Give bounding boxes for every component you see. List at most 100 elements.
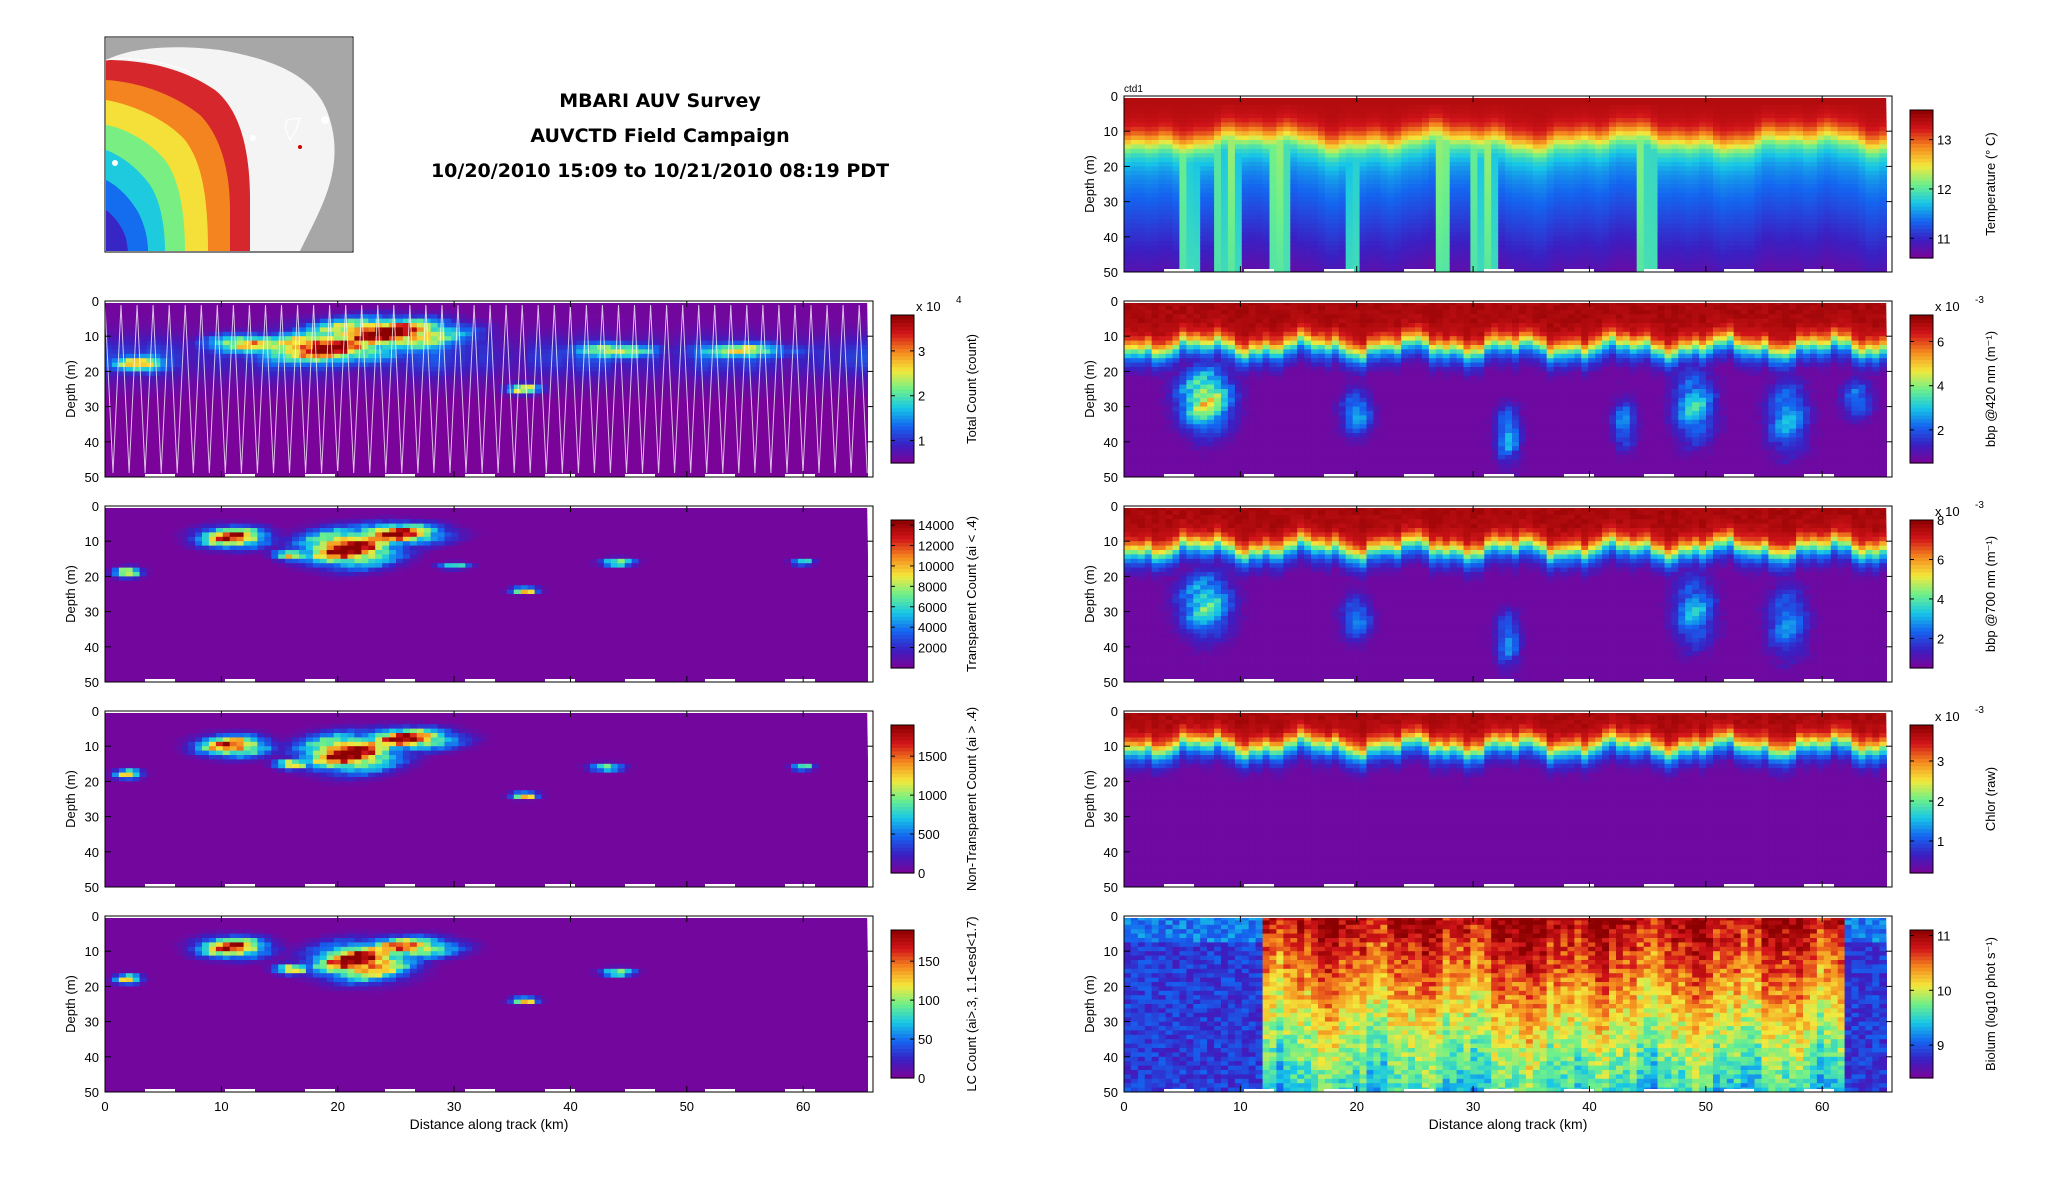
y-tick-label: 10: [85, 534, 99, 549]
colorbar-tick-label: 4000: [918, 620, 947, 635]
y-tick-label: 30: [1104, 810, 1118, 825]
y-tick-label: 40: [1104, 1050, 1118, 1065]
colorbar-exponent: -3: [1975, 705, 1984, 716]
colorbar: 2 4 6 8x 10 -3 bbp @700 nm (m⁻¹): [1909, 500, 1998, 669]
y-tick-label: 0: [1111, 499, 1118, 514]
panel-bbp700: 0 10 20 30 40 50 Depth (m) 2 4 6 8x 10 -3 bbp @700 n…: [1082, 499, 1998, 690]
axes-frame: [1123, 710, 1893, 888]
x-tick-label: 30: [447, 1099, 461, 1114]
colorbar-label: Temperature (° C): [1983, 132, 1998, 235]
colorbar-exponent: -3: [1975, 500, 1984, 511]
colorbar-tick-label: 1000: [918, 788, 947, 803]
colorbar-label: LC Count (ai>.3, 1.1<esd<1.7): [964, 916, 979, 1091]
heatmap-field: [1124, 98, 1887, 272]
colorbar-tick-label: 13: [1937, 133, 1951, 148]
colorbar-tick-label: 2: [1937, 794, 1944, 809]
y-tick-label: 0: [1111, 909, 1118, 924]
y-tick-label: 30: [85, 605, 99, 620]
colorbar: 0 50 100 150 LC Count (ai>.3, 1.1<esd<1.7): [890, 916, 979, 1092]
y-axis-label: Depth (m): [1082, 565, 1097, 623]
y-tick-label: 20: [1104, 774, 1118, 789]
x-tick-label: 0: [101, 1099, 108, 1114]
colorbar-tick-label: 2: [1937, 631, 1944, 646]
colorbar-tick-label: 4: [1937, 592, 1944, 607]
x-tick-label: 10: [1233, 1099, 1247, 1114]
heatmap-field: [1124, 918, 1887, 1092]
colorbar-tick-label: 100: [918, 993, 940, 1008]
y-tick-label: 20: [1104, 979, 1118, 994]
colorbar-label: bbp @700 nm (m⁻¹): [1983, 536, 1998, 652]
colorbar-tick-label: 10: [1937, 983, 1951, 998]
axes-frame: [1123, 915, 1893, 1093]
colorbar: 9 10 11 Biolum (log10 phot s⁻¹): [1909, 928, 1998, 1079]
y-tick-label: 20: [1104, 364, 1118, 379]
panel-transparent_count: 0 10 20 30 40 50 Depth (m) 2000 4000 6000 8000 1000…: [63, 499, 979, 690]
colorbar-label: bbp @420 nm (m⁻¹): [1983, 331, 1998, 447]
axes-frame: [1123, 300, 1893, 478]
y-tick-label: 30: [85, 400, 99, 415]
y-tick-label: 50: [85, 1085, 99, 1100]
x-tick-label: 50: [1699, 1099, 1713, 1114]
colorbar-tick-label: 500: [918, 827, 940, 842]
axes-frame: [104, 300, 874, 478]
y-tick-label: 30: [1104, 195, 1118, 210]
colorbar-tick-label: 1: [1937, 834, 1944, 849]
colorbar-multiplier: x 10: [1935, 299, 1960, 314]
x-axis-label: Distance along track (km): [1429, 1116, 1588, 1132]
y-tick-label: 10: [85, 739, 99, 754]
colorbar-tick-label: 1500: [918, 749, 947, 764]
heatmap-field: [105, 918, 868, 1092]
y-tick-label: 50: [1104, 1085, 1118, 1100]
heatmap-field: [105, 713, 868, 887]
y-tick-label: 20: [85, 979, 99, 994]
y-tick-label: 50: [1104, 675, 1118, 690]
y-tick-label: 50: [85, 675, 99, 690]
heatmap-field: [105, 303, 868, 477]
y-tick-label: 30: [85, 1015, 99, 1030]
y-tick-label: 10: [1104, 944, 1118, 959]
x-tick-label: 40: [1582, 1099, 1596, 1114]
y-tick-label: 30: [1104, 605, 1118, 620]
colorbar-label: Transparent Count (ai < .4): [964, 516, 979, 672]
colorbar-tick-label: 10000: [918, 559, 954, 574]
colorbar-multiplier: x 10: [1935, 504, 1960, 519]
colorbar-tick-label: 3: [1937, 754, 1944, 769]
colorbar-tick-label: 8000: [918, 579, 947, 594]
y-axis-label: Depth (m): [1082, 360, 1097, 418]
y-tick-label: 40: [85, 1050, 99, 1065]
y-tick-label: 10: [85, 329, 99, 344]
axes-frame: [1123, 95, 1893, 273]
y-tick-label: 10: [1104, 329, 1118, 344]
colorbar: 2000 4000 6000 8000 10000 12000 14000 Transpare…: [890, 516, 979, 672]
y-tick-label: 50: [1104, 880, 1118, 895]
y-tick-label: 40: [85, 845, 99, 860]
colorbar-multiplier: x 10: [916, 299, 941, 314]
inset-map: [104, 36, 354, 253]
axes-frame: [104, 915, 874, 1093]
y-tick-label: 10: [85, 944, 99, 959]
colorbar-tick-label: 0: [918, 1071, 925, 1086]
colorbar-tick-label: 14000: [918, 518, 954, 533]
y-tick-label: 20: [1104, 159, 1118, 174]
y-tick-label: 20: [85, 774, 99, 789]
y-axis-label: Depth (m): [63, 975, 78, 1033]
x-tick-label: 20: [330, 1099, 344, 1114]
x-tick-label: 50: [680, 1099, 694, 1114]
x-tick-label: 40: [563, 1099, 577, 1114]
heatmap-field: [1124, 508, 1887, 682]
colorbar-tick-label: 12000: [918, 539, 954, 554]
y-axis-label: Depth (m): [63, 565, 78, 623]
colorbar-tick-label: 4: [1937, 379, 1944, 394]
y-tick-label: 0: [1111, 294, 1118, 309]
y-tick-label: 20: [1104, 569, 1118, 584]
y-axis-label: Depth (m): [63, 360, 78, 418]
colorbar-tick-label: 2000: [918, 641, 947, 656]
y-tick-label: 40: [1104, 845, 1118, 860]
x-tick-label: 60: [1815, 1099, 1829, 1114]
y-tick-label: 10: [1104, 739, 1118, 754]
y-tick-label: 10: [1104, 124, 1118, 139]
y-axis-label: Depth (m): [1082, 770, 1097, 828]
map-bathymetry-band: [106, 210, 128, 251]
panel-chlor: 0 10 20 30 40 50 Depth (m) 1 2 3 x 10 -3 Chlor (raw): [1082, 704, 1998, 895]
